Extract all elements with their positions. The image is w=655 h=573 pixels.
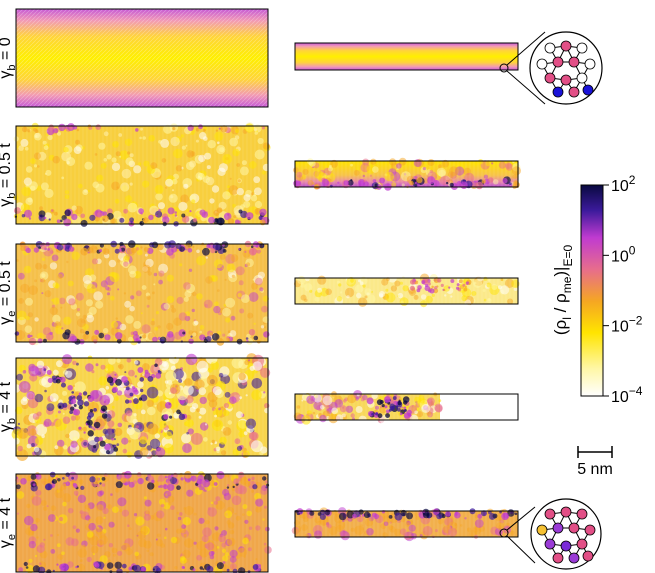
- lattice-site: [552, 56, 564, 68]
- left-panel-3: [14, 240, 270, 346]
- colorbar-label: (ρl / ρme)|E=0: [551, 245, 575, 336]
- zoom-bottom-lattice: [536, 506, 596, 564]
- strip-2: [293, 157, 521, 191]
- row-label-4: γb = 4 t: [0, 381, 18, 432]
- strip-3: [294, 273, 520, 308]
- colorbar-ticks: 102 100 10−2 10−4: [603, 173, 643, 406]
- strip-4: [293, 389, 519, 425]
- row-label-1: γb = 0: [0, 37, 18, 78]
- colorbar-tick-label: 100: [611, 243, 636, 265]
- lattice-site: [576, 42, 588, 54]
- lattice-site: [552, 522, 564, 534]
- lattice-site: [560, 506, 572, 518]
- left-panel-5: [15, 470, 272, 573]
- colorbar-tick-label: 102: [611, 173, 636, 195]
- left-panel-5-texture: [15, 470, 272, 573]
- strip-4-texture: [293, 389, 443, 425]
- lattice-site: [576, 538, 588, 550]
- lattice-site: [584, 524, 596, 536]
- strip-1: [294, 42, 519, 71]
- lattice-site: [560, 40, 572, 52]
- lattice-site: [568, 522, 580, 534]
- lattice-site: [582, 84, 594, 96]
- strip-5-texture: [291, 507, 518, 542]
- lattice-site: [560, 74, 572, 86]
- lattice-site: [568, 56, 580, 68]
- zoom-top-lattice: [536, 40, 596, 98]
- lattice-site: [584, 58, 596, 70]
- lattice-site: [552, 86, 564, 98]
- zoom-inset-bottom: [499, 498, 602, 570]
- scale-bar: 5 nm: [577, 446, 613, 478]
- lattice-site: [552, 552, 564, 564]
- lattice-site: [536, 524, 548, 536]
- colorbar-tick-label: 10−2: [611, 314, 643, 336]
- lattice-site: [544, 42, 556, 54]
- left-panel-4-texture: [11, 352, 271, 461]
- lattice-site: [576, 72, 588, 84]
- left-panel-2-texture: [13, 122, 271, 227]
- lattice-site: [568, 86, 580, 98]
- left-panel-4: [11, 352, 271, 461]
- lattice-site: [568, 552, 580, 564]
- row-label-3: γe = 0.5 t: [0, 261, 18, 325]
- left-panel-1: [15, 8, 269, 108]
- strip-5: [291, 507, 519, 542]
- scale-bar-label: 5 nm: [577, 461, 613, 478]
- colorbar-tick-label: 10−4: [611, 384, 643, 406]
- lattice-site: [576, 508, 588, 520]
- lattice-site: [536, 58, 548, 70]
- row-labels: γb = 0 γb = 0.5 t γe = 0.5 t γb = 4 t γe = 4…: [0, 37, 18, 548]
- colorbar: 102 100 10−2 10−4 (ρl / ρme)|E=0: [551, 173, 643, 406]
- row-label-5: γe = 4 t: [0, 497, 18, 548]
- zoom-inset-top: [499, 31, 603, 105]
- lattice-site: [582, 550, 594, 562]
- lattice-site: [560, 540, 572, 552]
- left-panel-2: [13, 122, 271, 227]
- lattice-site: [544, 72, 556, 84]
- lattice-site: [544, 508, 556, 520]
- lattice-site: [544, 538, 556, 550]
- row-label-2: γb = 0.5 t: [0, 143, 18, 207]
